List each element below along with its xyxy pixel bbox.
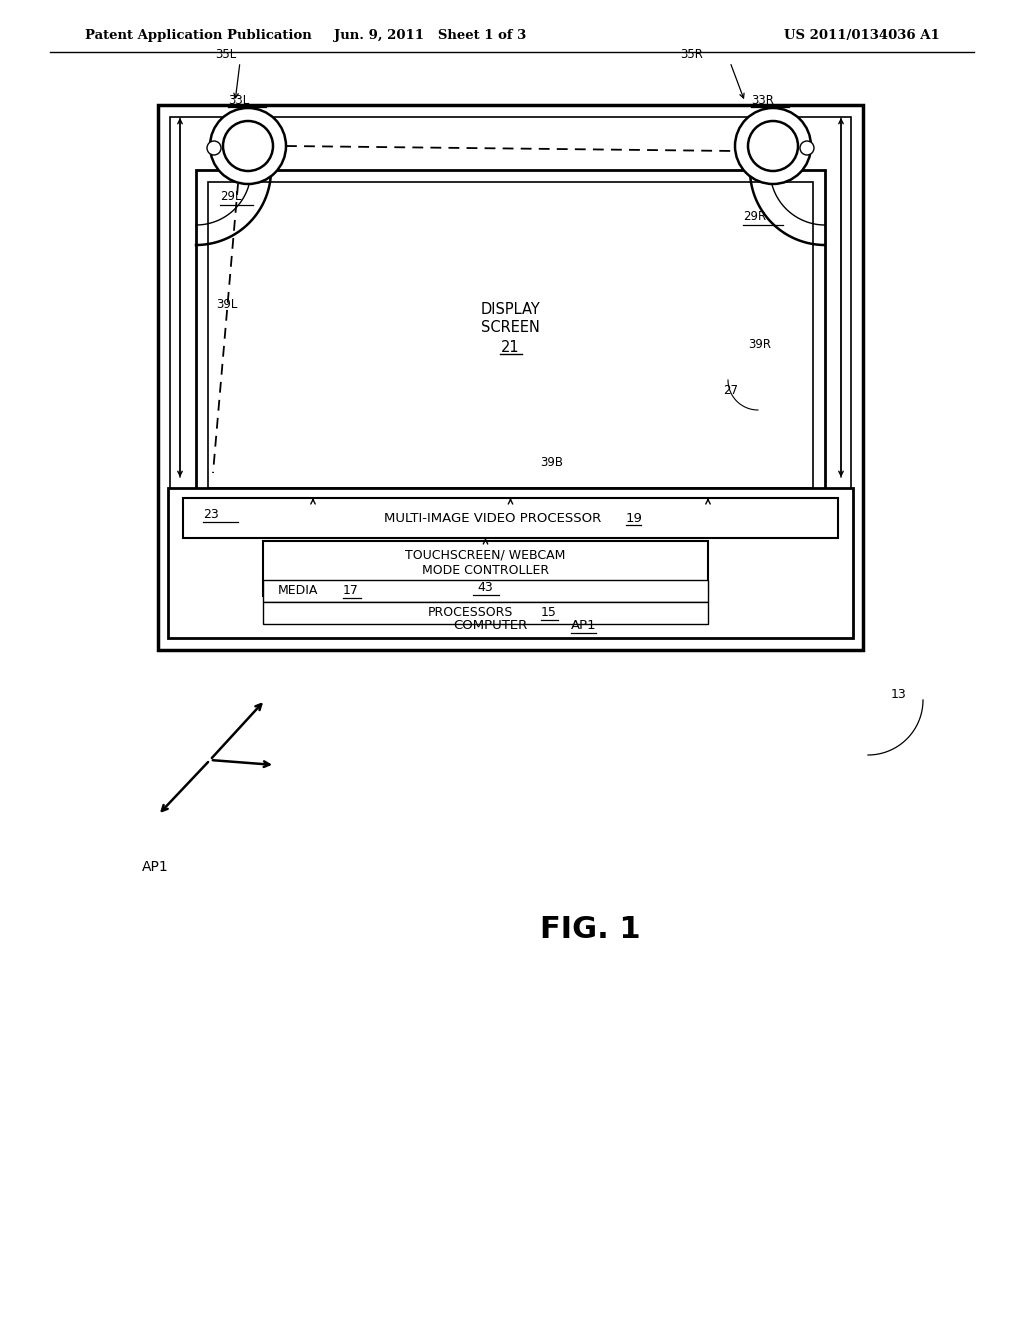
Text: MULTI-IMAGE VIDEO PROCESSOR: MULTI-IMAGE VIDEO PROCESSOR <box>384 511 601 524</box>
Text: 33R: 33R <box>751 94 774 107</box>
Bar <box>183 498 838 539</box>
Circle shape <box>735 108 811 183</box>
Bar <box>208 182 813 488</box>
Text: AP1: AP1 <box>570 619 596 632</box>
Circle shape <box>748 121 798 172</box>
Bar <box>263 602 708 624</box>
Text: 11R: 11R <box>740 140 766 153</box>
Text: 39L: 39L <box>216 298 238 312</box>
Text: DISPLAY: DISPLAY <box>480 302 541 318</box>
Bar <box>263 579 708 602</box>
Text: 39B: 39B <box>541 457 563 470</box>
Text: MODE CONTROLLER: MODE CONTROLLER <box>422 564 549 577</box>
Text: 11L: 11L <box>216 140 240 153</box>
Text: SCREEN: SCREEN <box>481 319 540 334</box>
Text: Jun. 9, 2011   Sheet 1 of 3: Jun. 9, 2011 Sheet 1 of 3 <box>334 29 526 41</box>
Text: US 2011/0134036 A1: US 2011/0134036 A1 <box>784 29 940 41</box>
Bar <box>196 170 825 500</box>
Bar <box>263 541 708 597</box>
Text: 35R: 35R <box>680 49 702 62</box>
Text: 27: 27 <box>723 384 738 396</box>
Text: 21: 21 <box>501 339 520 355</box>
Bar <box>158 106 863 649</box>
Circle shape <box>210 108 286 183</box>
Text: PROCESSORS: PROCESSORS <box>428 606 513 619</box>
Text: 29R: 29R <box>743 210 766 223</box>
Text: 17: 17 <box>343 585 358 598</box>
Text: FIG. 1: FIG. 1 <box>540 916 640 945</box>
Text: 13: 13 <box>891 689 906 701</box>
Text: 43: 43 <box>477 581 494 594</box>
Text: 33L: 33L <box>228 94 249 107</box>
Text: 29L: 29L <box>220 190 242 203</box>
Bar <box>168 488 853 638</box>
Circle shape <box>207 141 221 154</box>
Text: TOUCHSCREEN/ WEBCAM: TOUCHSCREEN/ WEBCAM <box>406 548 565 561</box>
Text: 15: 15 <box>541 606 556 619</box>
Text: COMPUTER: COMPUTER <box>454 619 527 632</box>
Text: 39R: 39R <box>748 338 771 351</box>
Circle shape <box>223 121 273 172</box>
Text: 23: 23 <box>203 508 219 521</box>
Bar <box>170 117 851 638</box>
Text: 19: 19 <box>626 511 642 524</box>
Text: MEDIA: MEDIA <box>278 585 318 598</box>
Text: 35L: 35L <box>215 49 237 62</box>
Text: AP1: AP1 <box>141 861 168 874</box>
Text: Patent Application Publication: Patent Application Publication <box>85 29 311 41</box>
Circle shape <box>800 141 814 154</box>
